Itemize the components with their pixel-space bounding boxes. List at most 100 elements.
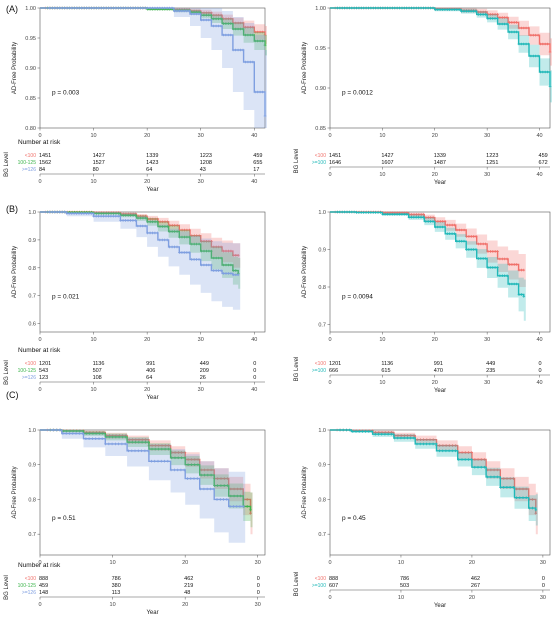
censor-mark [200, 240, 203, 243]
risk-table: <100 888 786 462 0>=100 607 503 267 00 10 20 30Year… [294, 572, 550, 609]
censor-mark [222, 33, 225, 37]
censor-mark [489, 250, 492, 253]
risk-x-tick-label: 40 [251, 387, 257, 393]
censor-mark [185, 228, 189, 232]
chart-3: (B) 0.6 0.7 0.8 0.9 1.0 0 10 20 30 40 AD-Free Proba… [4, 204, 266, 401]
censor-mark [417, 213, 421, 216]
censor-mark [531, 498, 534, 501]
risk-x-tick-label: 30 [198, 387, 204, 393]
censor-mark [148, 220, 152, 224]
risk-cell: 148 [39, 590, 48, 596]
censor-mark [219, 269, 223, 272]
censor-mark [170, 230, 174, 233]
risk-x-tick-label: 0 [38, 387, 41, 393]
censor-mark [121, 435, 124, 439]
censor-mark [479, 10, 483, 14]
censor-mark [183, 228, 186, 232]
risk-x-tick-label: 20 [144, 387, 150, 393]
censor-mark [493, 266, 497, 269]
y-tick-label: 0.8 [318, 497, 326, 503]
censor-mark [193, 234, 196, 237]
censor-mark [97, 214, 100, 218]
censor-mark [524, 42, 528, 46]
censor-mark [374, 432, 377, 436]
risk-x-axis-label: Year [434, 603, 446, 609]
censor-mark [80, 6, 83, 10]
risk-cell: 888 [329, 576, 338, 582]
censor-mark [496, 17, 499, 20]
censor-mark [97, 437, 101, 440]
censor-mark [505, 477, 509, 480]
plot-frame [329, 211, 551, 333]
censor-mark [85, 6, 88, 10]
panel-label: (B) [6, 204, 18, 214]
censor-mark [212, 487, 215, 491]
censor-mark [489, 468, 493, 472]
censor-mark [524, 487, 528, 491]
censor-mark [348, 210, 351, 214]
x-tick-label: 40 [251, 337, 257, 343]
censor-mark [232, 487, 236, 491]
censor-mark [60, 6, 64, 10]
censor-mark [443, 8, 447, 11]
censor-mark [438, 444, 441, 447]
censor-mark [153, 217, 157, 221]
censor-mark [196, 458, 200, 461]
censor-mark [210, 263, 213, 267]
censor-mark [100, 437, 104, 440]
censor-mark [520, 42, 523, 46]
censor-mark [131, 438, 134, 441]
censor-mark [224, 22, 228, 25]
censor-mark [153, 231, 157, 235]
censor-mark [195, 234, 198, 237]
x-tick-label: 40 [536, 337, 542, 343]
censor-mark [150, 447, 154, 451]
risk-table-title: Number at risk [18, 562, 61, 569]
censor-mark [539, 42, 542, 46]
censor-mark [336, 210, 339, 214]
censor-mark [415, 438, 419, 441]
risk-cell: 1423 [146, 160, 158, 166]
censor-mark [182, 468, 186, 472]
censor-mark [455, 239, 459, 243]
censor-mark [127, 438, 131, 441]
censor-mark [53, 210, 56, 214]
risk-cell: 1427 [93, 153, 105, 159]
censor-mark [479, 242, 483, 246]
censor-mark [457, 8, 461, 11]
risk-cell: 0 [253, 368, 256, 374]
censor-mark [390, 432, 393, 436]
censor-mark [361, 430, 364, 433]
censor-mark [234, 254, 238, 257]
risk-cell: 462 [471, 576, 480, 582]
censor-mark [87, 212, 91, 215]
chart-6: 0.7 0.8 0.9 1.0 0 10 20 30 AD-Free Probability p … [294, 428, 551, 609]
risk-side-label: BG Level [294, 357, 300, 382]
censor-mark [453, 232, 456, 235]
censor-mark [55, 6, 59, 10]
censor-mark [464, 451, 467, 454]
plot-frame [39, 429, 266, 556]
censor-mark [173, 245, 176, 249]
censor-mark [410, 213, 413, 216]
censor-mark [472, 248, 475, 251]
censor-mark [383, 212, 387, 216]
censor-mark [104, 435, 108, 439]
risk-cell: 80 [93, 167, 99, 173]
censor-mark [484, 13, 487, 16]
censor-mark [498, 257, 502, 261]
censor-mark [202, 487, 206, 491]
censor-mark [90, 212, 93, 215]
y-tick-label: 1.0 [318, 210, 326, 216]
censor-mark [209, 473, 213, 477]
censor-mark [114, 442, 117, 446]
risk-x-tick-label: 10 [379, 380, 385, 386]
censor-mark [529, 54, 533, 58]
censor-mark [457, 458, 460, 461]
censor-mark [510, 282, 514, 286]
censor-mark [137, 449, 140, 453]
risk-cell: 64 [146, 167, 152, 173]
censor-mark [236, 21, 240, 25]
censor-mark [493, 250, 497, 253]
censor-mark [72, 212, 76, 215]
